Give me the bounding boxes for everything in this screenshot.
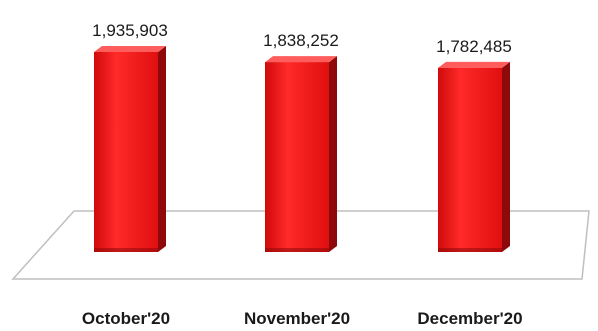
bar-top-face <box>438 61 510 68</box>
bar-front-face <box>265 62 329 253</box>
bar-front-face <box>94 52 158 252</box>
data-label-3: 1,782,485 <box>436 37 512 56</box>
category-axis: October'20 November'20 December'20 <box>82 309 523 328</box>
bar-base-shadow <box>438 248 502 252</box>
bar-1 <box>94 46 166 252</box>
bar-base-shadow <box>94 248 158 252</box>
category-label-3: December'20 <box>417 309 522 328</box>
bar-side-face <box>502 61 510 252</box>
category-label-1: October'20 <box>82 309 170 328</box>
bar-series <box>94 46 510 253</box>
bar-base-shadow <box>265 248 329 252</box>
bar-side-face <box>158 46 166 252</box>
bar-top-face <box>265 56 337 63</box>
bar-3 <box>438 61 510 252</box>
bar-top-face <box>94 46 166 52</box>
bar-2 <box>265 56 337 253</box>
category-label-2: November'20 <box>244 309 350 328</box>
data-label-1: 1,935,903 <box>92 21 168 40</box>
data-label-2: 1,838,252 <box>263 31 339 50</box>
data-labels: 1,935,903 1,838,252 1,782,485 <box>92 21 512 56</box>
bar-side-face <box>329 56 337 253</box>
bar-front-face <box>438 67 502 252</box>
